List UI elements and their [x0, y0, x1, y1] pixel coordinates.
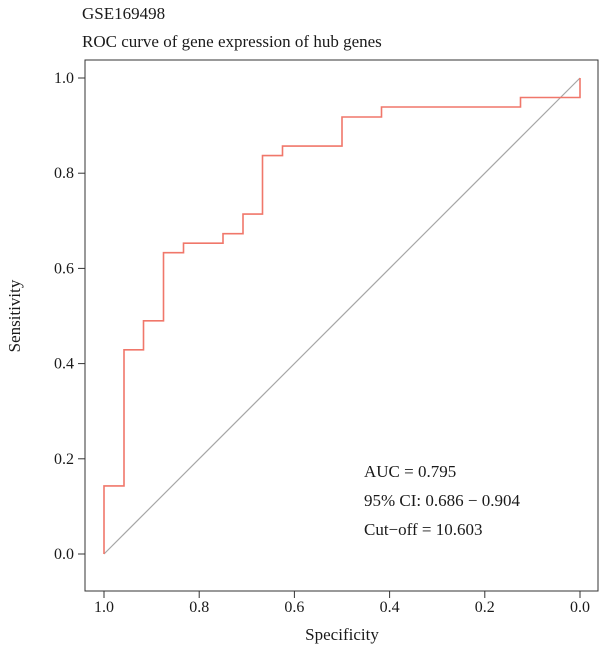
y-axis: 0.0 0.2 0.4 0.6 0.8 1.0 [54, 70, 85, 563]
x-axis: 1.0 0.8 0.6 0.4 0.2 0.0 [94, 591, 590, 616]
roc-curve-line [103, 78, 581, 554]
y-tick-label: 0.4 [54, 356, 74, 373]
cutoff-annotation: Cut−off = 10.603 [364, 520, 483, 539]
y-axis-label: Sensitivity [5, 279, 24, 352]
y-tick-label: 0.2 [54, 451, 74, 468]
chart-title: GSE169498 [82, 4, 165, 23]
auc-annotation: AUC = 0.795 [364, 462, 456, 481]
x-tick-label: 0.4 [380, 599, 400, 616]
x-tick-label: 0.0 [570, 599, 590, 616]
y-tick-label: 0.0 [54, 546, 74, 563]
y-tick-label: 1.0 [54, 70, 74, 87]
ci-annotation: 95% CI: 0.686 − 0.904 [364, 491, 520, 510]
x-tick-label: 0.2 [475, 599, 495, 616]
chart-subtitle: ROC curve of gene expression of hub gene… [82, 32, 382, 51]
y-tick-label: 0.6 [54, 260, 74, 277]
x-tick-label: 1.0 [94, 599, 114, 616]
x-tick-label: 0.6 [284, 599, 304, 616]
x-axis-label: Specificity [305, 625, 379, 644]
y-tick-label: 0.8 [54, 165, 74, 182]
reference-diagonal [103, 77, 581, 555]
x-tick-label: 0.8 [189, 599, 209, 616]
plot-frame [84, 59, 599, 592]
